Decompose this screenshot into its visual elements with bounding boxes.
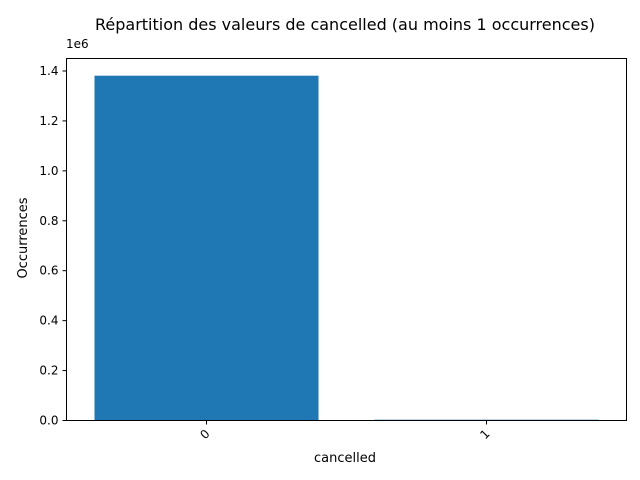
y-tick-label: 0.2	[39, 364, 58, 378]
x-axis-label: cancelled	[314, 451, 376, 466]
y-tick-label: 0.8	[39, 214, 58, 228]
chart-title: Répartition des valeurs de cancelled (au…	[95, 15, 595, 34]
y-tick-label: 0.4	[39, 314, 58, 328]
bar-0	[94, 75, 319, 421]
y-tick-label: 1.4	[39, 64, 58, 78]
y-offset-label: 1e6	[66, 37, 89, 51]
axes-frame	[66, 58, 627, 421]
y-tick-label: 1.2	[39, 114, 58, 128]
y-tick-label: 0.0	[39, 414, 58, 428]
y-axis: 0.0 0.2 0.4 0.6 0.8 1.0 1.2 1.4	[39, 64, 67, 428]
x-tick-label: 0	[197, 427, 212, 442]
y-tick-label: 0.6	[39, 264, 58, 278]
plot-area	[94, 75, 599, 421]
x-tick-label: 1	[477, 427, 492, 442]
y-tick-label: 1.0	[39, 164, 58, 178]
y-axis-label: Occurrences	[16, 197, 31, 278]
